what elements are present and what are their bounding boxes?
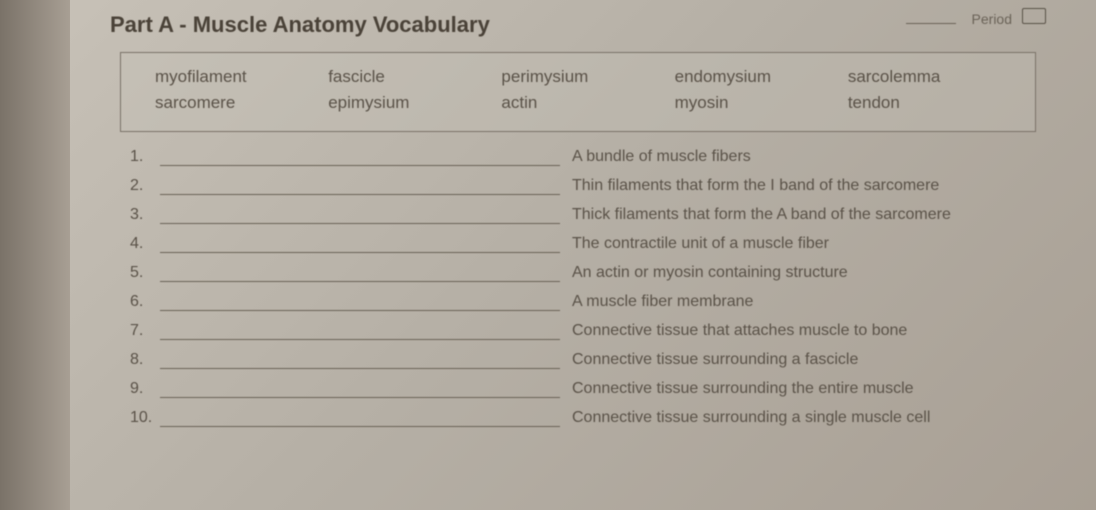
word: myofilament	[145, 67, 318, 87]
definition-text: Connective tissue surrounding a single m…	[568, 409, 1026, 427]
answer-blank[interactable]	[160, 320, 560, 340]
question-number: 3.	[130, 206, 160, 224]
question-number: 5.	[130, 264, 160, 282]
answer-blank[interactable]	[160, 233, 560, 253]
definition-text: Thick filaments that form the A band of …	[568, 206, 1026, 224]
definition-text: An actin or myosin containing structure	[568, 264, 1026, 282]
word: fascicle	[318, 67, 491, 87]
definition-text: Connective tissue surrounding the entire…	[568, 380, 1026, 398]
definition-text: Connective tissue that attaches muscle t…	[568, 322, 1026, 340]
question-row: 1. A bundle of muscle fibers	[130, 146, 1026, 166]
answer-blank[interactable]	[160, 349, 560, 369]
word: sarcolemma	[838, 67, 1011, 87]
word-bank-row-1: myofilament fascicle perimysium endomysi…	[145, 67, 1011, 87]
question-row: 8. Connective tissue surrounding a fasci…	[130, 349, 1026, 369]
word: actin	[491, 93, 664, 113]
word-bank-row-2: sarcomere epimysium actin myosin tendon	[145, 93, 1011, 113]
question-row: 10. Connective tissue surrounding a sing…	[130, 407, 1026, 427]
definition-text: The contractile unit of a muscle fiber	[568, 235, 1026, 253]
answer-blank[interactable]	[160, 407, 560, 427]
question-row: 9. Connective tissue surrounding the ent…	[130, 378, 1026, 398]
question-row: 7. Connective tissue that attaches muscl…	[130, 320, 1026, 340]
answer-blank[interactable]	[160, 291, 560, 311]
question-number: 6.	[130, 293, 160, 311]
questions-list: 1. A bundle of muscle fibers 2. Thin fil…	[130, 146, 1026, 427]
word: endomysium	[665, 67, 838, 87]
question-row: 6. A muscle fiber membrane	[130, 291, 1026, 311]
question-row: 5. An actin or myosin containing structu…	[130, 262, 1026, 282]
word: sarcomere	[145, 93, 318, 113]
question-number: 2.	[130, 177, 160, 195]
answer-blank[interactable]	[160, 204, 560, 224]
definition-text: Thin filaments that form the I band of t…	[568, 177, 1026, 195]
answer-blank[interactable]	[160, 175, 560, 195]
section-title: Part A - Muscle Anatomy Vocabulary	[110, 12, 1056, 38]
definition-text: A muscle fiber membrane	[568, 293, 1026, 311]
word: perimysium	[491, 67, 664, 87]
question-row: 2. Thin filaments that form the I band o…	[130, 175, 1026, 195]
definition-text: Connective tissue surrounding a fascicle	[568, 351, 1026, 369]
word: myosin	[665, 93, 838, 113]
word: tendon	[838, 93, 1011, 113]
word: epimysium	[318, 93, 491, 113]
definition-text: A bundle of muscle fibers	[568, 148, 1026, 166]
question-number: 4.	[130, 235, 160, 253]
question-row: 3. Thick filaments that form the A band …	[130, 204, 1026, 224]
word-bank: myofilament fascicle perimysium endomysi…	[120, 52, 1036, 132]
question-number: 10.	[130, 409, 160, 427]
answer-blank[interactable]	[160, 262, 560, 282]
answer-blank[interactable]	[160, 378, 560, 398]
page-edge-shadow	[0, 0, 70, 510]
answer-blank[interactable]	[160, 146, 560, 166]
question-number: 9.	[130, 380, 160, 398]
question-number: 1.	[130, 148, 160, 166]
question-number: 7.	[130, 322, 160, 340]
question-row: 4. The contractile unit of a muscle fibe…	[130, 233, 1026, 253]
question-number: 8.	[130, 351, 160, 369]
